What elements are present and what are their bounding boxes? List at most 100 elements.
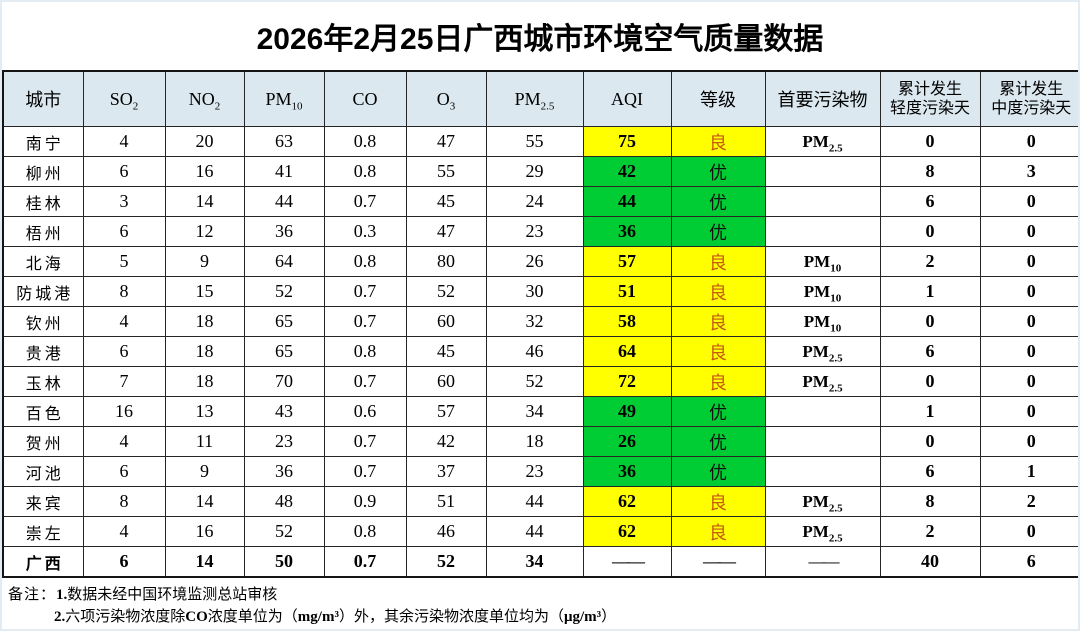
cell-AQI: 58 xyxy=(582,306,672,337)
cell-pollutant: PM2.5 xyxy=(764,486,881,517)
cell-PM10: 23 xyxy=(243,426,325,457)
cell-pollutant: PM2.5 xyxy=(764,366,881,397)
column-header-PM25: PM2.5 xyxy=(485,70,584,127)
cell-CO: 0.7 xyxy=(323,426,407,457)
cell-PM10: 48 xyxy=(243,486,325,517)
cell-pollutant xyxy=(764,186,881,217)
cell-SO2: 6 xyxy=(82,456,166,487)
cell-city: 玉林 xyxy=(2,366,84,397)
cell-AQI: 42 xyxy=(582,156,672,187)
cell-grade: 良 xyxy=(670,516,766,547)
cell-O3: 47 xyxy=(405,126,487,157)
cell-SO2: 6 xyxy=(82,546,166,578)
cell-AQI: 57 xyxy=(582,246,672,277)
cell-city: 贺州 xyxy=(2,426,84,457)
cell-SO2: 7 xyxy=(82,366,166,397)
cell-PM10: 52 xyxy=(243,276,325,307)
cell-CO: 0.8 xyxy=(323,336,407,367)
cell-city: 南宁 xyxy=(2,126,84,157)
cell-city: 崇左 xyxy=(2,516,84,547)
cell-CO: 0.7 xyxy=(323,276,407,307)
cell-CO: 0.7 xyxy=(323,456,407,487)
cell-moderate_days: 0 xyxy=(979,396,1078,427)
cell-AQI: 36 xyxy=(582,456,672,487)
cell-PM25: 23 xyxy=(485,216,584,247)
cell-O3: 46 xyxy=(405,516,487,547)
cell-light_days: 6 xyxy=(879,336,981,367)
table-row: 柳州 6 16 41 0.8 55 29 42 优 8 3 xyxy=(2,156,1078,187)
cell-moderate_days: 0 xyxy=(979,186,1078,217)
cell-CO: 0.3 xyxy=(323,216,407,247)
table-row: 梧州 6 12 36 0.3 47 23 36 优 0 0 xyxy=(2,216,1078,247)
table-row: 玉林 7 18 70 0.7 60 52 72 良 PM2.5 0 0 xyxy=(2,366,1078,397)
cell-city: 钦州 xyxy=(2,306,84,337)
cell-NO2: 16 xyxy=(164,156,245,187)
table-row: 来宾 8 14 48 0.9 51 44 62 良 PM2.5 8 2 xyxy=(2,486,1078,517)
column-header-city: 城市 xyxy=(2,70,84,127)
cell-CO: 0.9 xyxy=(323,486,407,517)
cell-pollutant xyxy=(764,156,881,187)
cell-SO2: 4 xyxy=(82,426,166,457)
cell-light_days: 8 xyxy=(879,486,981,517)
cell-SO2: 3 xyxy=(82,186,166,217)
cell-SO2: 5 xyxy=(82,246,166,277)
cell-NO2: 11 xyxy=(164,426,245,457)
cell-O3: 45 xyxy=(405,336,487,367)
cell-SO2: 6 xyxy=(82,156,166,187)
cell-light_days: 6 xyxy=(879,186,981,217)
cell-pollutant: —— xyxy=(764,546,881,578)
cell-SO2: 16 xyxy=(82,396,166,427)
cell-light_days: 1 xyxy=(879,276,981,307)
cell-light_days: 2 xyxy=(879,516,981,547)
cell-moderate_days: 0 xyxy=(979,336,1078,367)
cell-moderate_days: 0 xyxy=(979,516,1078,547)
cell-PM25: 46 xyxy=(485,336,584,367)
header-row: 城市 SO2 NO2 PM10 CO O3 PM2.5 AQI 等级 首要污染物 累计发生 轻度污染天… xyxy=(2,70,1078,127)
cell-AQI: 62 xyxy=(582,486,672,517)
cell-moderate_days: 6 xyxy=(979,546,1078,578)
column-header-NO2: NO2 xyxy=(164,70,245,127)
cell-PM10: 64 xyxy=(243,246,325,277)
cell-PM10: 44 xyxy=(243,186,325,217)
cell-AQI: 75 xyxy=(582,126,672,157)
cell-O3: 52 xyxy=(405,546,487,578)
cell-AQI: 36 xyxy=(582,216,672,247)
cell-NO2: 18 xyxy=(164,306,245,337)
cell-SO2: 8 xyxy=(82,276,166,307)
table-body: 南宁 4 20 63 0.8 47 55 75 良 PM2.5 0 0 柳州 6 16 41 0.8 55 29 42… xyxy=(2,126,1078,578)
cell-grade: 优 xyxy=(670,156,766,187)
cell-pollutant: PM2.5 xyxy=(764,516,881,547)
column-header-moderate_days: 累计发生 中度污染天 xyxy=(979,70,1078,127)
cell-pollutant xyxy=(764,396,881,427)
cell-PM10: 50 xyxy=(243,546,325,578)
table-row: 百色 16 13 43 0.6 57 34 49 优 1 0 xyxy=(2,396,1078,427)
cell-SO2: 4 xyxy=(82,306,166,337)
cell-NO2: 20 xyxy=(164,126,245,157)
cell-light_days: 0 xyxy=(879,126,981,157)
cell-city: 柳州 xyxy=(2,156,84,187)
cell-O3: 60 xyxy=(405,306,487,337)
cell-grade: 良 xyxy=(670,276,766,307)
cell-CO: 0.8 xyxy=(323,126,407,157)
table-row-total: 广西 6 14 50 0.7 52 34 —— —— —— 40 6 xyxy=(2,546,1078,578)
cell-NO2: 18 xyxy=(164,366,245,397)
cell-CO: 0.8 xyxy=(323,246,407,277)
cell-AQI: 49 xyxy=(582,396,672,427)
cell-city: 防城港 xyxy=(2,276,84,307)
note-line-1: 备注：1.数据未经中国环境监测总站审核 xyxy=(8,587,278,603)
cell-NO2: 14 xyxy=(164,186,245,217)
cell-moderate_days: 3 xyxy=(979,156,1078,187)
cell-AQI: 44 xyxy=(582,186,672,217)
cell-light_days: 8 xyxy=(879,156,981,187)
cell-O3: 45 xyxy=(405,186,487,217)
page-title: 2026年2月25日广西城市环境空气质量数据 xyxy=(256,23,824,56)
cell-PM25: 34 xyxy=(485,396,584,427)
cell-moderate_days: 0 xyxy=(979,276,1078,307)
cell-NO2: 14 xyxy=(164,546,245,578)
cell-NO2: 15 xyxy=(164,276,245,307)
note-line-2: 2.六项污染物浓度除CO浓度单位为（mg/m³）外，其余污染物浓度单位均为（μg… xyxy=(54,608,617,625)
cell-city: 来宾 xyxy=(2,486,84,517)
cell-CO: 0.7 xyxy=(323,306,407,337)
cell-O3: 51 xyxy=(405,486,487,517)
cell-pollutant: PM10 xyxy=(764,246,881,277)
